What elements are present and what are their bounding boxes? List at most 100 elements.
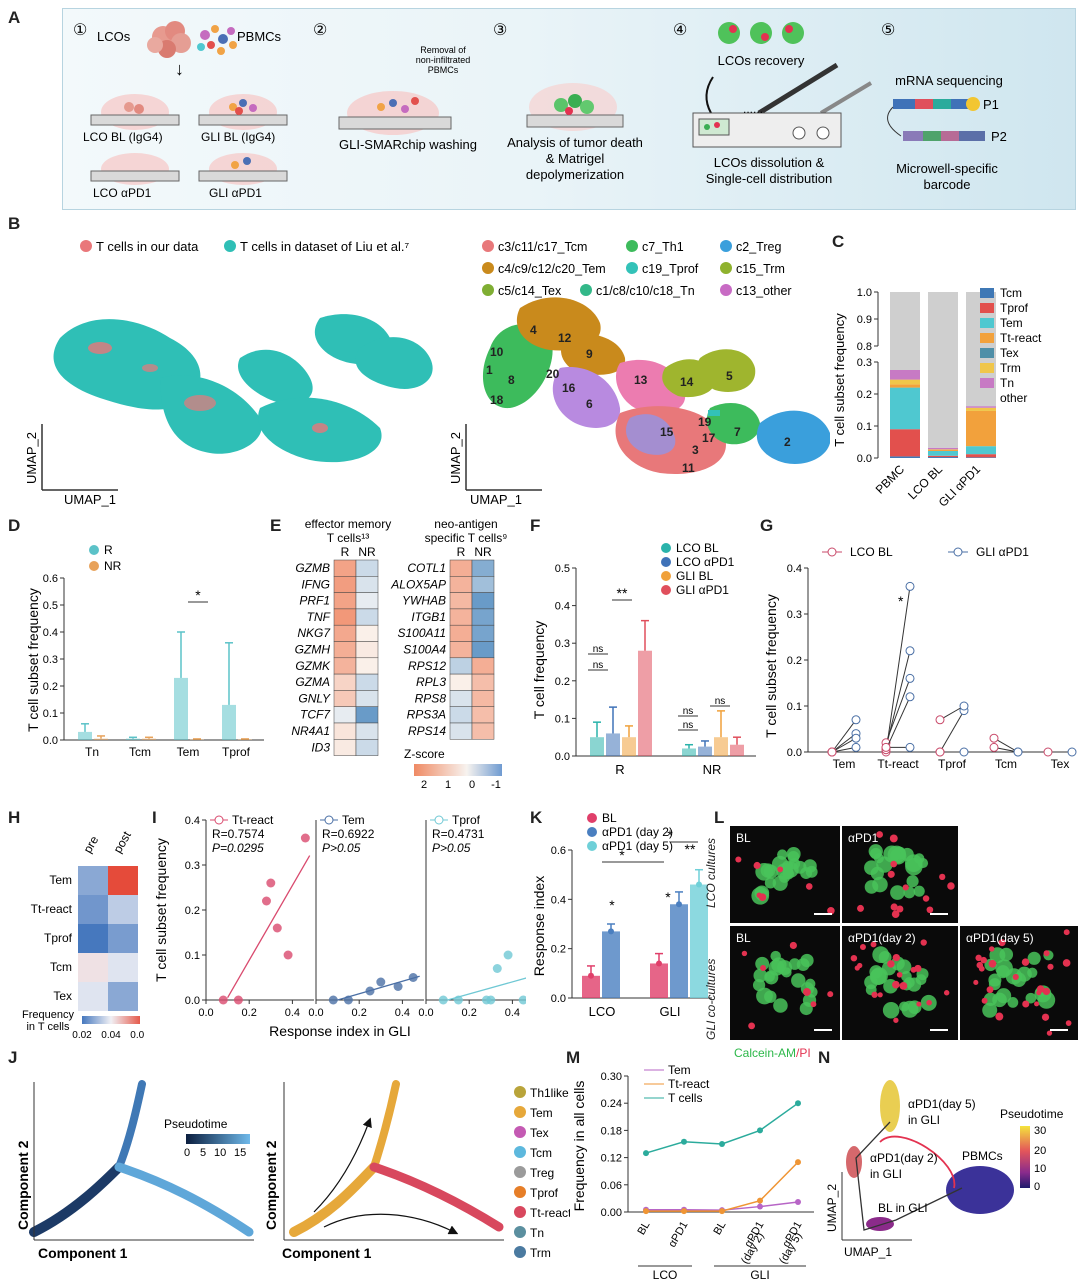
legend-title: Frequency: [22, 1009, 74, 1021]
dead-cell: [805, 883, 813, 890]
panel-label-k: K: [530, 808, 543, 827]
dead-cell: [890, 860, 898, 868]
legend-marker: [514, 1186, 526, 1198]
x-tick-label: Tcm: [995, 757, 1017, 771]
heatmap-col-label: NR: [358, 545, 376, 559]
live-cell: [898, 1001, 910, 1012]
bar-segment: [890, 456, 920, 458]
heatmap-row-label: TCF7: [300, 708, 331, 722]
cluster-label: 16: [562, 381, 576, 395]
bar-segment: [890, 384, 920, 388]
dead-cell: [975, 954, 982, 962]
chart-i: 0.0 0.1 0.2 0.3 0.4 T cell subset frequency 0.…: [153, 813, 526, 1039]
legend-marker: [514, 1146, 526, 1158]
legend-marker: [514, 1206, 526, 1218]
heatmap-row-label: IFNG: [301, 577, 330, 591]
x-tick-label: Tprof: [938, 757, 967, 771]
zscore-tick: 2: [421, 779, 427, 791]
panel-label-h: H: [8, 808, 21, 827]
legend-marker: [514, 1126, 526, 1138]
cluster-label: 3: [692, 443, 699, 457]
row-label-gli-cocultures: GLI co-cultures: [704, 958, 718, 1040]
dead-cell: [857, 962, 863, 969]
live-cell: [753, 968, 768, 983]
bar: [126, 738, 140, 740]
chart-d: 0.0 0.1 0.2 0.3 0.4 0.5 0.6T cell subset frequ…: [25, 543, 264, 759]
y-tick-label: 0.4: [555, 601, 570, 613]
bar: [638, 650, 652, 756]
y-tick-label: 0.2: [787, 655, 802, 667]
heatmap-cell: [333, 722, 357, 740]
heatmap-cell: [333, 690, 357, 707]
cluster-label: 20: [546, 367, 560, 381]
cluster-label: 4: [530, 323, 537, 337]
y-axis-label: T cell subset frequency: [153, 838, 169, 982]
x-tick-label: 0.0: [198, 1007, 213, 1019]
y-axis-label: Frequency in all cells: [571, 1081, 587, 1212]
regression-line: [337, 975, 420, 1001]
legend-label: GLI αPD1: [976, 545, 1029, 559]
dead-cell: [896, 971, 903, 978]
x-tick-label: Tem: [177, 745, 200, 759]
n-label-day2-sub: in GLI: [870, 1167, 902, 1181]
legend-swatch: [980, 303, 994, 313]
data-point: [757, 1197, 763, 1204]
legend-marker: [89, 545, 99, 555]
data-point: [453, 995, 463, 1005]
sig-marker: *: [195, 587, 201, 603]
heatmap-row-label: RPS14: [408, 724, 446, 738]
heatmap-cell: [333, 559, 357, 577]
umap-n-plot: [846, 1080, 1014, 1231]
live-cell: [791, 973, 806, 988]
legend-marker: [587, 841, 597, 851]
gli-bl-label: GLI BL (IgG4): [201, 130, 275, 144]
sig-marker: *: [619, 847, 625, 863]
dead-cell: [893, 1017, 899, 1023]
dead-cell: [939, 873, 946, 881]
heatmap-cell: [471, 592, 495, 610]
sig-marker: ns: [715, 696, 726, 707]
point-gli-apd1: [905, 646, 915, 656]
data-point: [795, 1159, 801, 1166]
pseudotime-title: Pseudotime: [164, 1117, 228, 1131]
legend-label: αPD1 (day 5): [602, 839, 673, 853]
panel-j-trajectory: Pseudotime 0 5 10 15 Component 1 Compone…: [15, 1080, 570, 1261]
live-cell: [870, 847, 882, 860]
chart-h: pre post Tem Tt-react Tprof Tcm Tex Frequencyin…: [22, 830, 144, 1040]
heatmap-row-label: Tem: [49, 873, 72, 887]
heatmap-cell: [78, 953, 108, 982]
data-point: [376, 977, 386, 987]
live-cell: [982, 1002, 998, 1018]
stain-pi: /PI: [796, 1046, 811, 1060]
recovered-lcos-icon: [718, 22, 804, 44]
bar: [190, 739, 204, 740]
zscore-colorbar: [414, 764, 502, 776]
pair-line: [831, 737, 857, 753]
heatmap-row-label: GZMB: [295, 561, 330, 575]
umap-right-ylabel: UMAP_2: [448, 432, 463, 484]
sig-marker: ns: [593, 644, 604, 655]
live-cell: [989, 947, 1006, 964]
bar-segment: [890, 379, 920, 385]
umap-left-xlabel: UMAP_1: [64, 492, 116, 507]
heatmap-cell: [108, 924, 138, 953]
legend-label: other: [1000, 391, 1027, 405]
cluster-label: 6: [586, 397, 593, 411]
pair-line: [831, 719, 857, 753]
y-tick-label: 0.5: [43, 600, 58, 612]
data-point: [757, 1203, 763, 1210]
cluster-label: 13: [634, 373, 648, 387]
dead-cell: [789, 941, 797, 950]
bar: [730, 744, 744, 756]
dead-cell: [998, 939, 1006, 947]
n-label-pbmcs: PBMCs: [962, 1149, 1003, 1163]
data-point: [681, 1208, 687, 1215]
micro-label-bl: BL: [736, 831, 751, 845]
dead-cell: [902, 884, 909, 891]
live-cell: [800, 953, 814, 968]
micro-image-gli-bl: [730, 926, 840, 1040]
heatmap-row-label: ID3: [311, 740, 330, 754]
live-cell: [1007, 997, 1019, 1008]
y-tick-label: 0.0: [857, 453, 872, 465]
group-label: GLI: [750, 1268, 769, 1282]
